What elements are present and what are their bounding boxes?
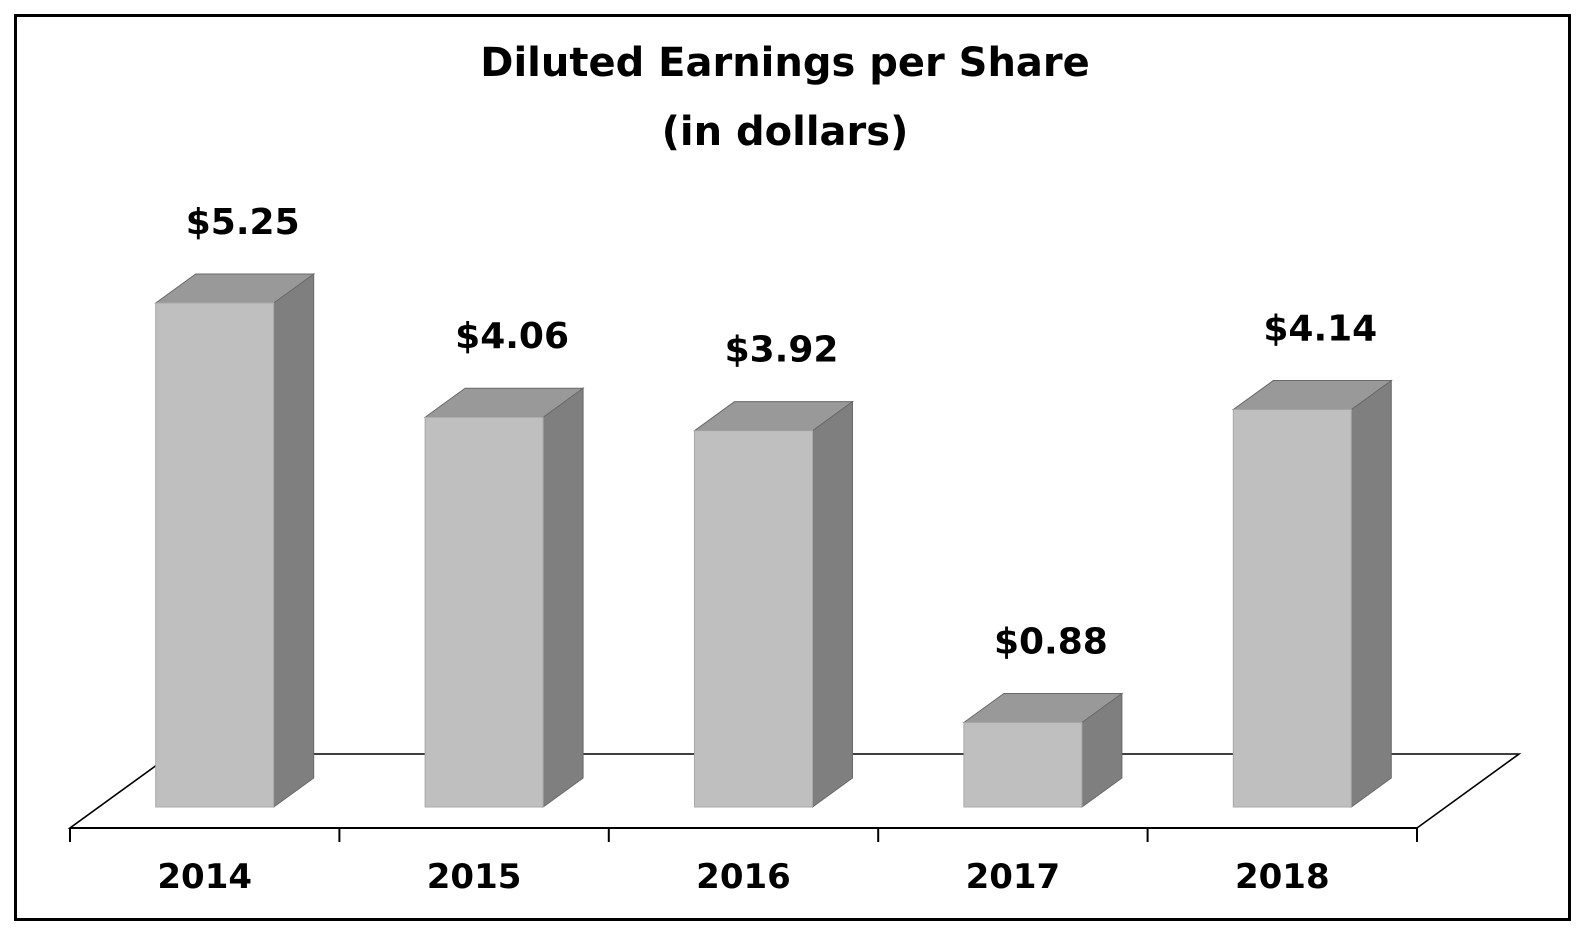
bar-front xyxy=(963,722,1083,808)
bar-front xyxy=(155,302,275,808)
x-tick-label-2015: 2015 xyxy=(427,857,522,897)
bar-2018 xyxy=(1231,379,1393,808)
value-label-2015: $4.06 xyxy=(455,316,569,357)
value-label-2017: $0.88 xyxy=(994,622,1108,663)
bar-2017 xyxy=(962,692,1124,808)
x-tick-label-2014: 2014 xyxy=(157,857,252,897)
value-label-2016: $3.92 xyxy=(725,330,839,371)
x-tick-label-2018: 2018 xyxy=(1235,857,1330,897)
bar-side xyxy=(1350,379,1392,808)
value-labels-group: $5.25 $4.06 $3.92 $0.88 $4.14 xyxy=(186,202,1377,663)
chart-title-line-1: Diluted Earnings per Share xyxy=(480,40,1090,86)
bar-2014 xyxy=(154,273,316,808)
chart-frame: Diluted Earnings per Share (in dollars) … xyxy=(14,14,1571,921)
bar-2015 xyxy=(423,387,585,808)
bar-front xyxy=(1232,409,1352,808)
value-label-2018: $4.14 xyxy=(1263,309,1377,350)
bar-2016 xyxy=(692,400,855,808)
x-axis: 2014 2015 2016 2017 2018 xyxy=(69,827,1418,897)
value-label-2014: $5.25 xyxy=(186,202,300,243)
bar-side xyxy=(542,387,584,808)
bar-side xyxy=(273,273,315,808)
chart-title-line-2: (in dollars) xyxy=(662,109,909,155)
bar-side xyxy=(812,400,853,808)
x-tick-label-2016: 2016 xyxy=(696,857,791,897)
bar-front xyxy=(424,416,544,808)
bar-front xyxy=(694,430,813,808)
x-tick-label-2017: 2017 xyxy=(966,857,1061,897)
bars-group xyxy=(154,273,1393,808)
